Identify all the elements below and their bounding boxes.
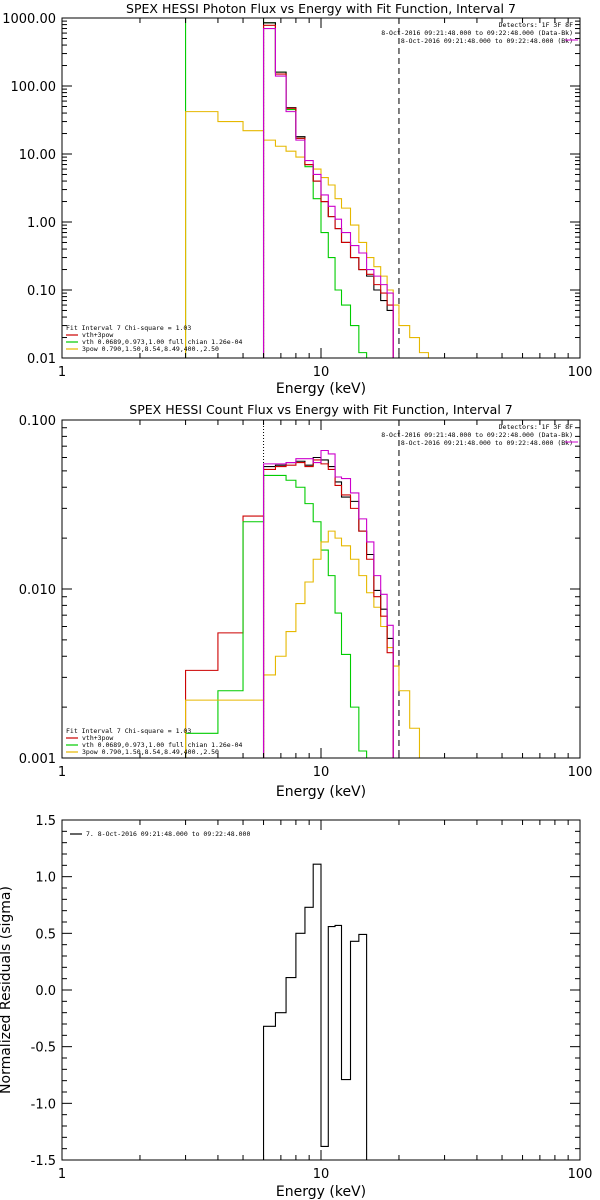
fit-legend-entry: vth 0.0689,0.973,1.00 full chian 1.26e-0…	[82, 338, 243, 346]
y-tick-label: 100.00	[11, 80, 57, 95]
y-tick-label: 1.00	[27, 216, 56, 231]
plot-area	[185, 420, 429, 758]
model-component-1	[185, 474, 368, 758]
x-tick-label: 10	[313, 1167, 330, 1182]
x-axis-label: Energy (keV)	[276, 784, 366, 800]
residual-legend-entry: 7. 8-Oct-2016 09:21:48.000 to 09:22:48.0…	[86, 830, 250, 838]
y-tick-label: 10.00	[19, 148, 56, 163]
data-series-2	[262, 27, 394, 358]
x-tick-label: 10	[313, 765, 330, 780]
y-tick-label: 0.010	[19, 583, 56, 598]
x-tick-label: 100	[568, 1167, 593, 1182]
info-text: Detectors: 1F 3F 8F	[499, 21, 573, 29]
y-tick-label: 0.001	[19, 752, 56, 767]
info-text: Detectors: 1F 3F 8F	[499, 423, 573, 431]
y-tick-label: 0.100	[19, 414, 56, 429]
photon-flux-panel: 1 10 100 0.01 0.10 1.00 10.00 100.00 1000.00 SPEX…	[2, 1, 592, 397]
y-tick-label: 0.01	[27, 352, 56, 367]
y-tick-label: 1000.00	[2, 12, 56, 27]
residuals-panel: 1 10 100 -1.5 -1.0 -0.5 0.0 0.5 1.0 1.5 Energy (ke…	[0, 814, 592, 1200]
x-tick-label: 10	[313, 365, 330, 380]
x-tick-label: 1	[58, 365, 66, 380]
model-component-0	[185, 515, 265, 758]
x-tick-label: 100	[568, 365, 593, 380]
x-tick-label: 1	[58, 1167, 66, 1182]
plot-area	[262, 863, 368, 1160]
x-tick-label: 1	[58, 765, 66, 780]
fit-legend-entry: vth 0.0689,0.973,1.00 full chian 1.26e-0…	[82, 741, 243, 749]
y-tick-label: 0.5	[35, 927, 56, 942]
model-component-2	[185, 530, 429, 758]
y-tick-label: -0.5	[31, 1041, 56, 1056]
residuals-series	[262, 863, 368, 1160]
fit-legend-entry: 3pow 0.790,1.50,8.54,8.49,400.,2.50	[82, 345, 219, 353]
y-tick-label: 1.5	[35, 814, 56, 829]
y-tick-label: 0.0	[35, 984, 56, 999]
data-series-1	[262, 459, 394, 758]
data-series-1	[262, 24, 394, 358]
fit-legend-entry: Fit Interval 7 Chi-square = 1.03	[66, 324, 191, 332]
y-tick-label: 1.0	[35, 871, 56, 886]
y-tick-label: -1.0	[31, 1097, 56, 1112]
info-text: 8-Oct-2016 09:21:48.000 to 09:22:48.000 …	[401, 37, 573, 45]
fit-legend-entry: vth+3pow	[82, 734, 113, 742]
fit-legend-entry: Fit Interval 7 Chi-square = 1.03	[66, 727, 191, 735]
data-series-0	[262, 22, 394, 358]
y-axis-label: Normalized Residuals (sigma)	[0, 886, 14, 1094]
info-text: 8-Oct-2016 09:21:48.000 to 09:22:48.000 …	[381, 431, 573, 439]
model-component-0	[185, 18, 368, 358]
chart-title: SPEX HESSI Photon Flux vs Energy with Fi…	[126, 1, 516, 16]
fit-legend-entry: 3pow 0.790,1.50,8.54,8.49,400.,2.50	[82, 748, 219, 756]
y-tick-label: -1.5	[31, 1154, 56, 1169]
fit-legend-entry: vth+3pow	[82, 331, 113, 339]
chart-title: SPEX HESSI Count Flux vs Energy with Fit…	[129, 402, 512, 417]
x-axis-label: Energy (keV)	[276, 381, 366, 397]
info-text: 8-Oct-2016 09:21:48.000 to 09:22:48.000 …	[381, 29, 573, 37]
y-tick-label: 0.10	[27, 284, 56, 299]
plot-frame	[61, 419, 581, 759]
x-axis-label: Energy (keV)	[276, 1184, 366, 1200]
x-tick-label: 100	[568, 765, 593, 780]
count-flux-panel: 1 10 100 0.001 0.010 0.100 SPEX HESSI Count Fl…	[19, 402, 593, 800]
data-series-2	[262, 449, 394, 758]
model-component-1	[185, 111, 430, 358]
plot-area	[185, 18, 430, 358]
info-text: 8-Oct-2016 09:21:48.000 to 09:22:48.000 …	[401, 439, 573, 447]
